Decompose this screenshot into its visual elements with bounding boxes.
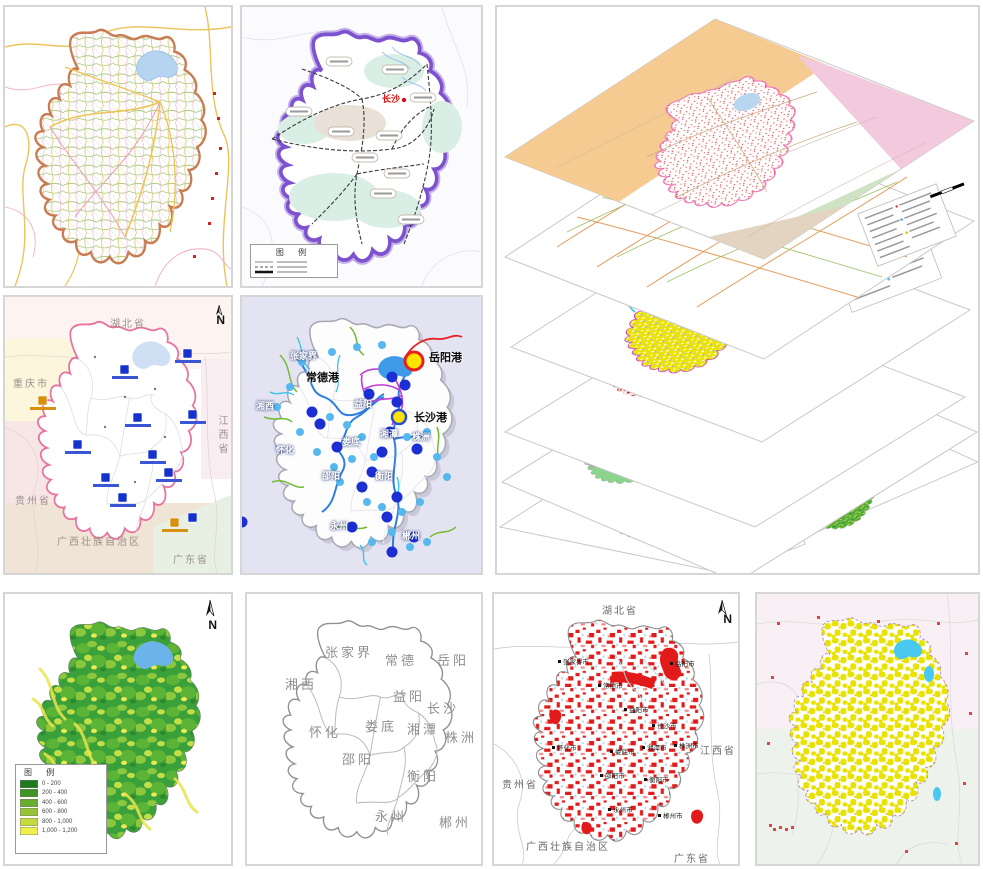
north-arrow-icon — [206, 599, 215, 617]
road-layer-legend — [857, 183, 957, 267]
railway-legend: 图 例 — [250, 244, 338, 278]
river-red — [403, 334, 463, 360]
jiangxi-region — [201, 359, 231, 479]
port-dots-dark — [242, 371, 423, 558]
panel-elevation-map: N 图 例 0 - 200 200 - 400 400 - 600 600 - … — [3, 592, 233, 866]
legend-label: 0 - 200 — [42, 780, 61, 787]
water-lines — [613, 653, 667, 717]
panel-outline-map: 张家界 常德 岳阳 湘西 益阳 长沙 怀化 娄底 湘潭 株洲 邵阳 衡阳 永州 … — [245, 592, 483, 866]
panel-red-patch-map: 湖北省 N 江西省 贵州省 广西壮族自治区 广东省 张家界市 常德市 岳阳市 益… — [492, 592, 740, 866]
yueyang-port-marker — [403, 350, 425, 372]
border-towns — [193, 92, 222, 258]
lake-admin — [733, 93, 761, 111]
outline-graphic — [247, 594, 481, 864]
panel-railway-map: 长沙 图 例 — [240, 5, 483, 288]
airport-markers — [30, 348, 206, 532]
lake-patches — [893, 639, 941, 801]
airport-map-graphic — [5, 297, 231, 573]
legend-row: 400 - 600 — [20, 798, 102, 807]
panel-airport-map: N 湖北省 重庆市 贵州省 广西壮族自治区 广东省 江西省 — [3, 295, 233, 575]
layer-stack-graphic: 0 25 50 100 贵州省 广西壮族自治区 广东省 — [498, 18, 978, 573]
elevation-legend-title: 图 例 — [24, 768, 61, 777]
large-red-patches — [549, 647, 704, 835]
panel-port-map: 常德港 岳阳港 长沙港 张家界 湘西 怀化 邵阳 永州 娄底 益阳 湘潭 株洲 … — [240, 295, 483, 575]
legend-label: 400 - 600 — [42, 799, 68, 806]
station-pills — [285, 56, 437, 225]
panel-gis-layer-stack: 0 25 50 100 贵州省 广西壮族自治区 广东省 — [495, 5, 980, 575]
yellow-map-graphic — [757, 594, 978, 864]
railway-legend-lines — [255, 261, 307, 274]
major-roads — [49, 66, 176, 238]
legend-row: 600 - 800 — [20, 808, 102, 816]
elevation-graphic — [5, 594, 231, 864]
legend-label: 600 - 800 — [42, 809, 68, 815]
panel-yellow-map — [755, 592, 980, 866]
port-map-graphic — [242, 297, 481, 573]
border-station-dots — [767, 616, 972, 853]
north-arrow-icon — [216, 304, 223, 316]
road-atlas-graphic — [5, 7, 231, 286]
north-arrow-icon — [718, 599, 727, 616]
guangdong-region — [153, 495, 231, 573]
changsha-node — [401, 97, 407, 103]
port-dots-light — [273, 341, 451, 551]
city-dots — [93, 355, 167, 484]
railway-graphic — [242, 7, 481, 286]
legend-label: 200 - 400 — [42, 790, 68, 796]
legend-row: 1,000 - 1,200 — [20, 827, 102, 835]
railway-legend-title: 图 例 — [275, 248, 313, 257]
legend-row: 800 - 1,000 — [20, 817, 102, 826]
changsha-port-marker — [390, 408, 408, 426]
legend-label: 1,000 - 1,200 — [42, 828, 78, 834]
panel-road-atlas-map — [3, 5, 233, 288]
red-map-graphic — [494, 594, 738, 864]
legend-row: 0 - 200 — [20, 779, 102, 788]
lake-streams — [381, 46, 427, 92]
road-scale-bar — [929, 182, 965, 199]
legend-row: 200 - 400 — [20, 789, 102, 797]
elevation-legend: 图 例 0 - 200 200 - 400 400 - 600 600 - 80… — [15, 764, 107, 854]
legend-label: 800 - 1,000 — [42, 818, 73, 825]
